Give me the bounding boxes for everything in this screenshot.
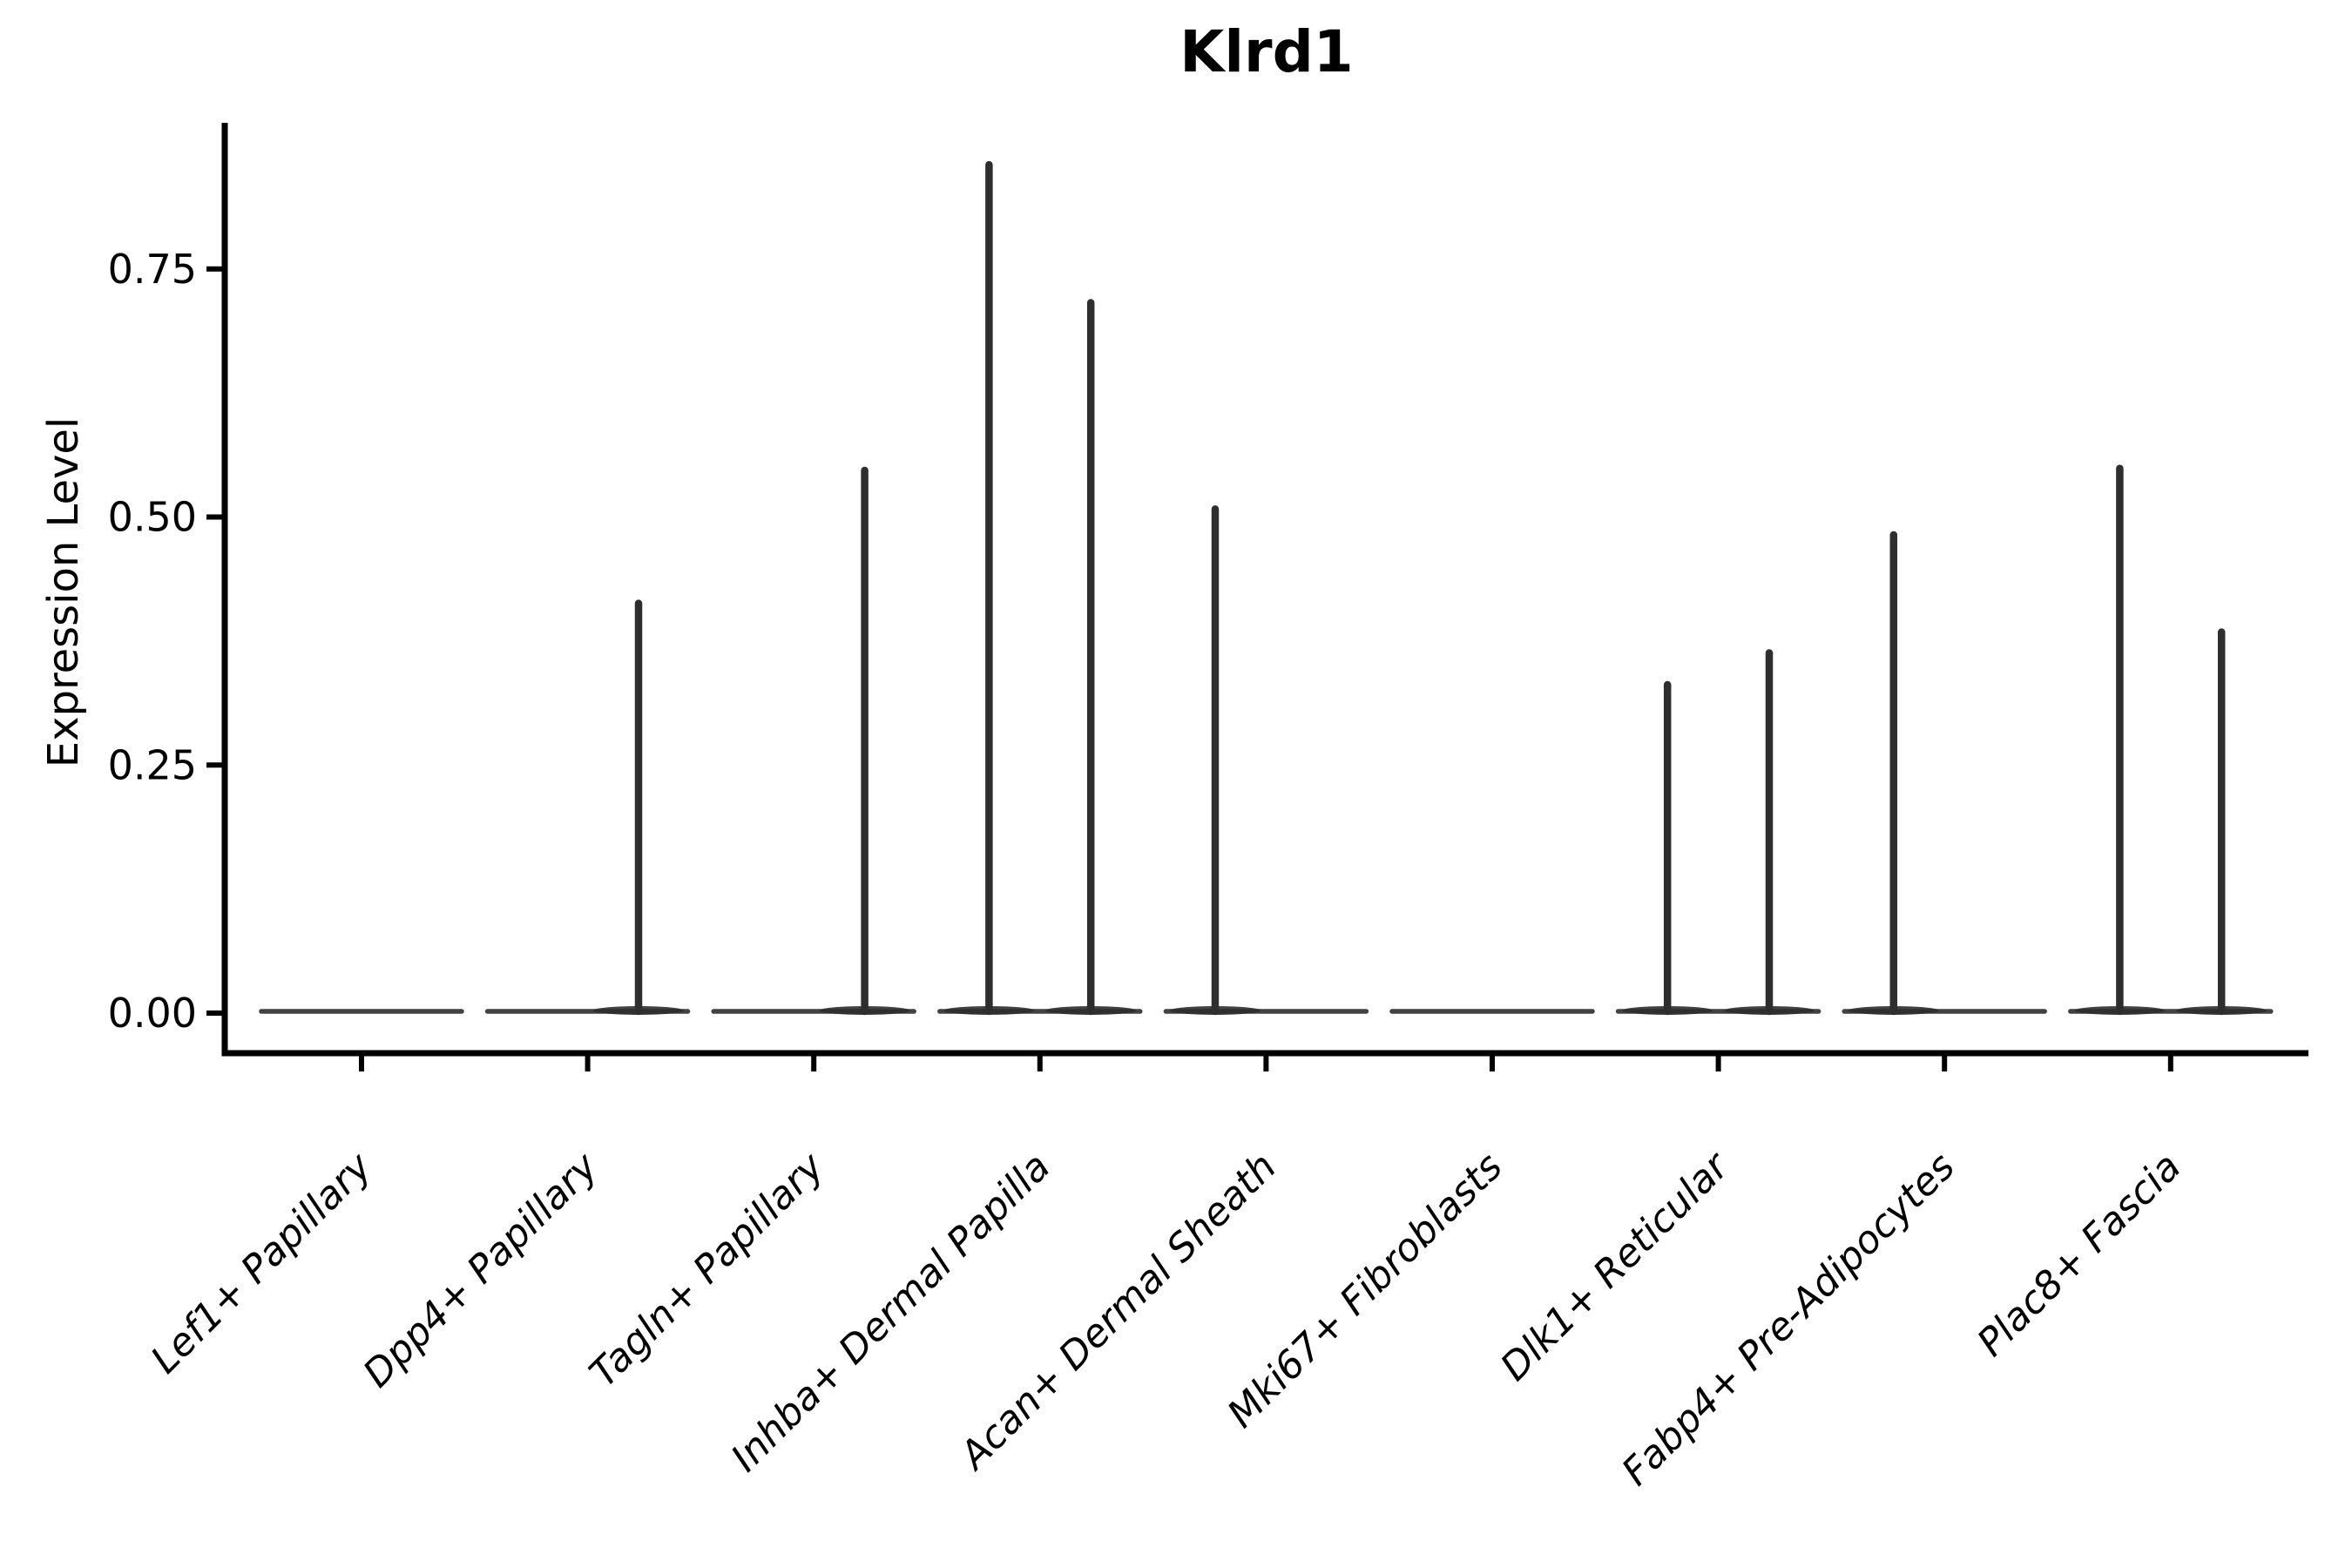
y-tick-label: 0.50 — [108, 494, 197, 541]
y-tick-label: 0.75 — [108, 246, 197, 293]
x-tick-label: Plac8+ Fascia — [1969, 1145, 2189, 1365]
x-tick-label: Dlk1+ Reticular — [1492, 1143, 1739, 1389]
y-tick-label: 0.00 — [108, 990, 197, 1037]
y-tick-label: 0.25 — [108, 741, 197, 788]
x-tick-label: Lef1+ Papillary — [143, 1144, 382, 1382]
x-tick-label: Tagln+ Papillary — [581, 1144, 833, 1396]
chart-title: Klrd1 — [1179, 18, 1354, 85]
x-tick-label: Dpp4+ Papillary — [355, 1144, 607, 1396]
